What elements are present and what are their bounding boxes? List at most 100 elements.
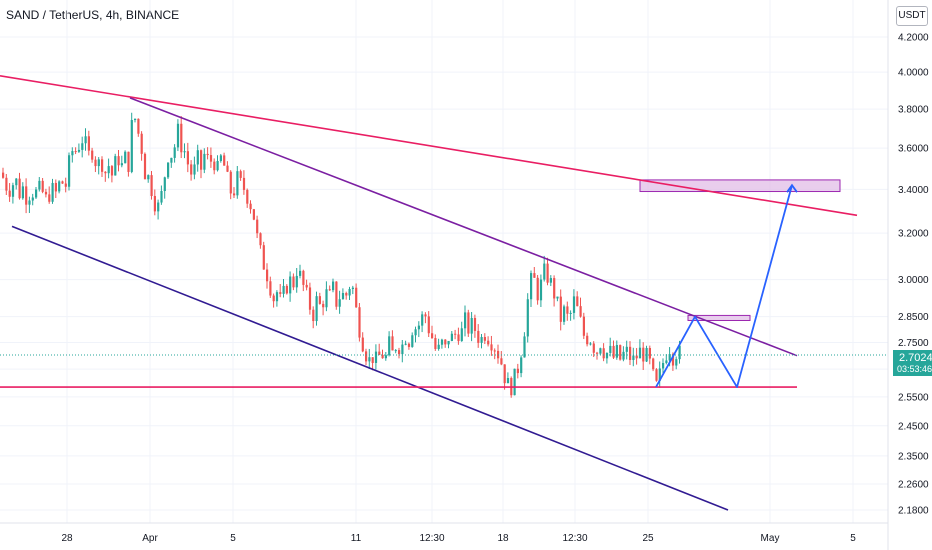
candle-body [81,143,84,150]
candle-body [553,278,556,299]
candle-body [559,296,562,322]
candle-body [289,276,292,294]
candle-body [84,136,87,144]
candle-body [454,333,457,335]
candle-body [213,161,216,171]
bar-countdown: 03:53:46 [897,364,932,374]
candle-body [632,355,635,360]
candle-body [589,343,592,345]
candle-body [579,306,582,317]
y-tick-label: 2.4500 [898,421,929,432]
candle-body [15,178,18,186]
projection-arrowhead [786,183,798,193]
candle-body [262,245,265,270]
candle-body [609,345,612,353]
candle-body [209,155,213,162]
candle-body [434,338,437,349]
candle-body [549,278,552,283]
time-axis[interactable]: 28 Apr 5 11 12:30 18 12:30 25 May 5 [61,533,856,544]
y-tick-label: 2.5500 [898,392,929,403]
candle-body [302,270,305,285]
drawing-overlays [0,74,888,511]
candle-body [615,345,618,358]
y-tick-label: 3.2000 [898,229,929,240]
descending-support-line [11,225,729,511]
candle-body [87,136,90,151]
candle-body [332,281,335,291]
candle-body [282,285,285,294]
candle-body [401,344,404,355]
candle-body [150,175,153,197]
candle-body [206,153,209,156]
y-tick-label: 2.3500 [898,451,929,462]
candle-body [536,277,539,301]
candle-body [186,151,189,165]
candle-body [394,350,397,352]
candle-body [5,177,8,191]
candle-body [655,369,658,381]
currency-badge[interactable]: USDT [896,6,928,26]
candle-body [440,339,444,345]
candle-body [54,182,57,192]
candle-body [407,343,411,347]
candle-body [68,155,71,187]
candle-body [487,340,490,345]
candle-body [130,120,133,172]
candle-body [658,368,661,381]
candle-body [351,287,354,289]
candle-body [176,123,180,148]
candle-body [605,352,609,359]
candle-body [114,156,117,176]
price-axis[interactable]: 4.2000 4.0000 3.8000 3.6000 3.4000 3.2000 3.00… [898,32,929,516]
candle-body [120,163,123,166]
candle-body [256,219,259,234]
candle-body [28,200,31,205]
breakout-zone [687,314,751,321]
candle-body [110,166,114,176]
x-tick-label: 25 [642,533,654,544]
candle-body [424,314,427,317]
candle-body [460,328,463,342]
candle-body [147,175,150,180]
x-tick-label: 5 [230,533,236,544]
candle-body [378,351,381,355]
candle-body [101,159,104,172]
candle-body [516,368,519,374]
candle-body [355,287,358,308]
candle-body [576,296,579,307]
candle-body [77,149,81,152]
candle-body [200,150,203,170]
candle-body [35,189,38,198]
candle-body [117,156,120,166]
candle-body [470,317,473,334]
candle-body [239,171,242,178]
candle-body [173,147,176,158]
candle-body [648,347,651,359]
y-tick-label: 4.2000 [898,32,929,43]
candle-body [134,118,137,121]
candle-body [51,182,54,202]
candle-body [18,178,21,199]
candle-body [246,189,249,204]
candle-body [384,355,387,359]
x-tick-label: 18 [497,533,509,544]
candle-body [629,346,632,360]
candle-body [668,354,671,361]
x-tick-label: 11 [351,533,362,544]
candle-body [533,273,536,278]
candle-body [444,339,447,345]
candle-body [295,275,298,288]
y-tick-label: 2.2600 [898,480,929,491]
candle-body [596,352,599,354]
candle-body [64,183,67,187]
candle-body [279,292,282,294]
candle-body [160,190,163,203]
candle-body [431,333,434,339]
candle-body [322,303,325,308]
candle-body [450,333,453,341]
y-tick-label: 2.8500 [898,312,929,323]
candle-body [153,196,156,212]
candle-body [368,357,371,362]
y-tick-label: 3.6000 [898,144,929,155]
